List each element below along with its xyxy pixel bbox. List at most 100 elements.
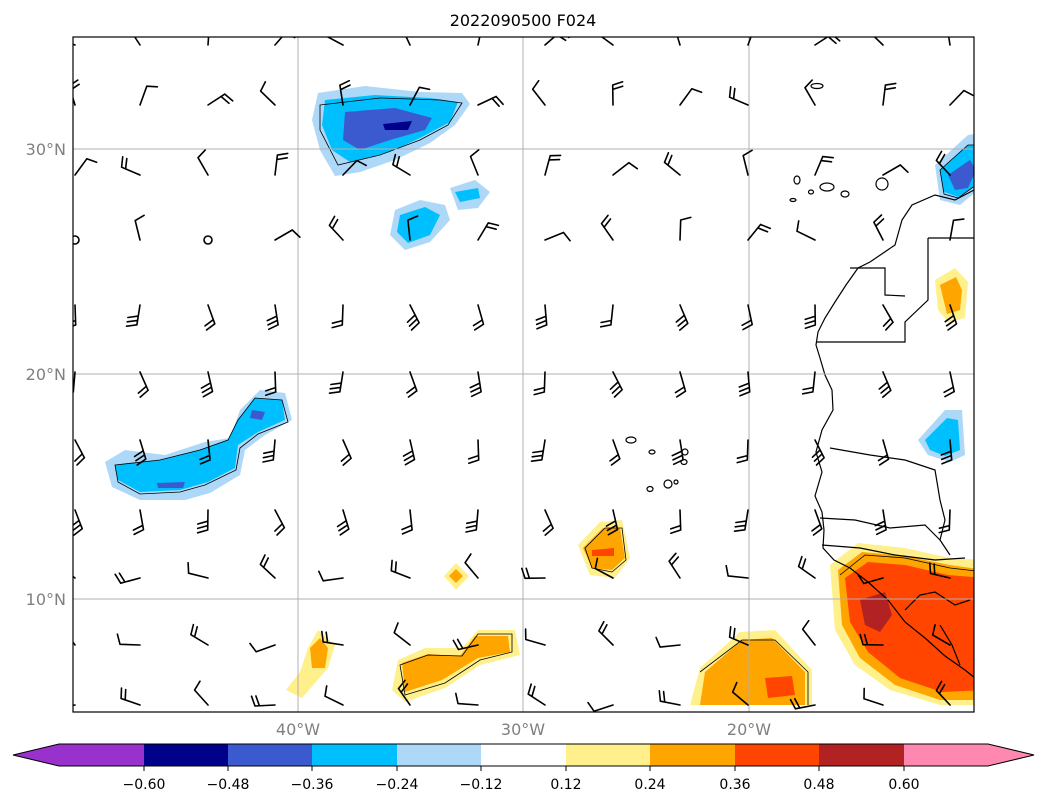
colorbar-tick-label: 0.36 bbox=[719, 777, 750, 793]
wind-barb bbox=[612, 161, 639, 176]
wind-barb bbox=[736, 439, 749, 464]
wind-barb bbox=[533, 371, 546, 396]
colorbar-segment bbox=[566, 744, 650, 766]
island-outlines bbox=[625, 82, 889, 493]
colorbar-outline bbox=[12, 743, 1035, 767]
wind-barb bbox=[801, 371, 816, 395]
colorbar-segment bbox=[397, 744, 481, 766]
colorbar-segment bbox=[312, 744, 397, 766]
wind-barb bbox=[944, 304, 958, 331]
wind-barb bbox=[73, 509, 83, 536]
graticule bbox=[73, 37, 974, 712]
wind-barb bbox=[207, 93, 234, 106]
wind-barb bbox=[402, 439, 416, 466]
anomaly-region-neg-small-a-core bbox=[397, 207, 440, 243]
wind-barb bbox=[469, 149, 480, 176]
border-line bbox=[939, 624, 961, 666]
wind-barb bbox=[274, 229, 301, 241]
wind-barb bbox=[199, 439, 211, 465]
colorbar-segment bbox=[819, 744, 904, 766]
wind-barb bbox=[250, 695, 276, 707]
anomaly-region-pos-central-core bbox=[592, 548, 614, 556]
wind-barb bbox=[132, 509, 145, 536]
wind-barb bbox=[472, 304, 485, 331]
wind-barb bbox=[943, 371, 955, 398]
colorbar-tick-label: 0.12 bbox=[550, 777, 581, 793]
wind-barb bbox=[207, 37, 210, 46]
wind-barb bbox=[929, 562, 951, 579]
colorbar-segment bbox=[904, 744, 988, 766]
wind-barb bbox=[594, 557, 614, 579]
wind-barb bbox=[342, 159, 367, 176]
wind-barb bbox=[464, 553, 479, 579]
wind-barb bbox=[326, 37, 344, 46]
wind-barb bbox=[469, 371, 482, 398]
wind-barb bbox=[274, 152, 289, 176]
wind-barb bbox=[328, 371, 344, 394]
wind-barb bbox=[397, 679, 411, 706]
contour-line bbox=[839, 554, 974, 576]
wind-barb bbox=[190, 623, 209, 646]
wind-barb bbox=[804, 304, 817, 329]
calm-wind-circle bbox=[73, 235, 80, 245]
wind-barb bbox=[340, 439, 352, 466]
contour-line bbox=[319, 97, 463, 166]
colorbar-tick-label: 0.60 bbox=[888, 777, 919, 793]
wind-barb bbox=[139, 85, 159, 106]
wind-barb bbox=[336, 509, 350, 536]
wind-barb bbox=[73, 79, 80, 106]
wind-barb bbox=[274, 509, 286, 536]
colorbar-segment bbox=[481, 744, 566, 766]
map-frame bbox=[72, 36, 975, 713]
wind-barb bbox=[405, 37, 411, 46]
wind-barb bbox=[530, 439, 546, 462]
wind-barb bbox=[725, 564, 749, 579]
wind-barb bbox=[733, 509, 749, 532]
wind-barb bbox=[455, 692, 479, 706]
island-outline bbox=[875, 177, 889, 191]
colorbar: −0.60 −0.48 −0.36 −0.24 −0.12 0.12 0.24 … bbox=[12, 743, 1035, 793]
colorbar-extend-high bbox=[988, 744, 1034, 766]
wind-barb bbox=[328, 215, 344, 241]
wind-barb bbox=[467, 439, 480, 465]
colorbar-segment bbox=[59, 744, 144, 766]
wind-barb bbox=[605, 509, 619, 536]
colorbar-segment bbox=[144, 744, 228, 766]
wind-barb bbox=[728, 626, 749, 646]
wind-barb bbox=[669, 509, 682, 535]
wind-barb bbox=[392, 153, 411, 176]
wind-barb bbox=[321, 630, 344, 646]
island-outline bbox=[840, 190, 850, 198]
lon-label-40w: 40°W bbox=[276, 720, 320, 739]
anomaly-region-pos-africa-big-peak bbox=[860, 592, 892, 632]
colorbar-tick-label: −0.48 bbox=[207, 777, 250, 793]
anomaly-region-pos-senegal-north-core bbox=[940, 277, 962, 314]
wind-barb bbox=[878, 371, 892, 398]
lon-label-20w: 20°W bbox=[727, 720, 771, 739]
contour-line bbox=[699, 639, 809, 705]
wind-barb bbox=[200, 371, 214, 398]
wind-barb bbox=[938, 509, 951, 534]
wind-barb bbox=[74, 158, 98, 176]
wind-barb bbox=[452, 638, 479, 651]
wind-barb bbox=[401, 509, 413, 535]
wind-barb bbox=[73, 704, 76, 707]
wind-barb bbox=[797, 555, 816, 579]
wind-barb bbox=[796, 220, 816, 241]
wind-barb bbox=[390, 559, 411, 579]
wind-barb bbox=[811, 439, 825, 466]
wind-barb bbox=[811, 509, 823, 536]
wind-barb bbox=[935, 680, 951, 706]
island-outline bbox=[625, 436, 637, 444]
wind-barb bbox=[477, 37, 481, 46]
colorbar-segment bbox=[735, 744, 819, 766]
wind-barb bbox=[663, 152, 681, 176]
wind-barb bbox=[599, 304, 614, 328]
wind-barb bbox=[544, 154, 562, 176]
colorbar-segment bbox=[650, 744, 735, 766]
lon-label-30w: 30°W bbox=[501, 720, 545, 739]
wind-barb bbox=[859, 633, 884, 646]
wind-barb bbox=[600, 37, 614, 46]
wind-barb bbox=[675, 304, 689, 331]
wind-barb bbox=[197, 149, 209, 176]
